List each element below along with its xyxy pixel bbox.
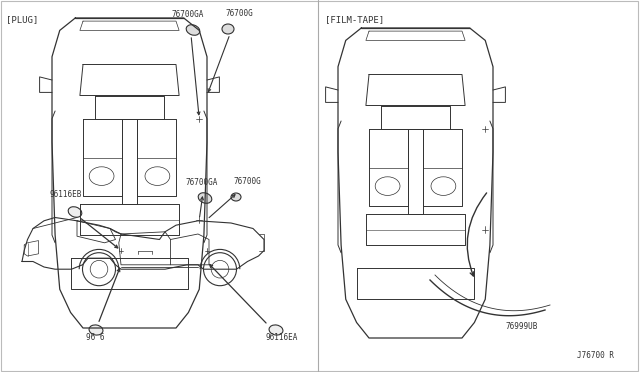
Ellipse shape xyxy=(375,177,400,195)
Text: 76700G: 76700G xyxy=(233,177,260,186)
Ellipse shape xyxy=(222,24,234,34)
Ellipse shape xyxy=(431,177,456,195)
Ellipse shape xyxy=(211,260,229,278)
Text: 96 6: 96 6 xyxy=(86,333,104,342)
Text: 96116EB: 96116EB xyxy=(50,190,83,199)
Ellipse shape xyxy=(186,25,200,35)
Ellipse shape xyxy=(90,260,108,278)
Ellipse shape xyxy=(89,325,103,335)
Text: 76700GA: 76700GA xyxy=(185,178,218,187)
Ellipse shape xyxy=(68,207,82,217)
Ellipse shape xyxy=(204,253,237,286)
Text: 76999UB: 76999UB xyxy=(505,322,538,331)
Text: 76700G: 76700G xyxy=(225,9,253,18)
Ellipse shape xyxy=(89,167,114,185)
Text: 96116EA: 96116EA xyxy=(266,333,298,342)
Ellipse shape xyxy=(231,193,241,201)
Text: J76700 R: J76700 R xyxy=(577,351,614,360)
Ellipse shape xyxy=(269,325,283,335)
Text: 76700GA: 76700GA xyxy=(171,10,204,19)
Text: [FILM-TAPE]: [FILM-TAPE] xyxy=(325,15,384,24)
Ellipse shape xyxy=(145,167,170,185)
Text: [PLUG]: [PLUG] xyxy=(6,15,38,24)
Ellipse shape xyxy=(198,193,212,203)
Ellipse shape xyxy=(83,253,115,286)
